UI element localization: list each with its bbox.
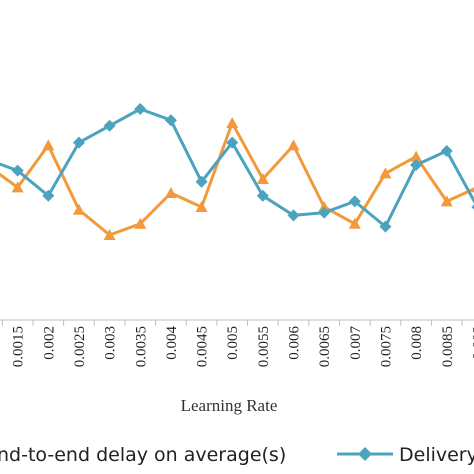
data-point-triangle bbox=[103, 229, 116, 240]
data-point-triangle bbox=[318, 201, 331, 212]
data-point-triangle bbox=[471, 187, 474, 193]
data-point-diamond bbox=[318, 206, 331, 219]
data-point-triangle bbox=[195, 201, 208, 212]
data-point-diamond bbox=[348, 195, 361, 208]
x-tick-label: 0.008 bbox=[409, 326, 425, 360]
x-tick-label: 0.0045 bbox=[195, 326, 211, 367]
data-point-diamond bbox=[11, 164, 24, 177]
x-tick-label: 0.009 bbox=[470, 326, 474, 360]
data-point-triangle bbox=[164, 187, 177, 198]
data-point-diamond bbox=[379, 220, 392, 233]
legend-label-delay: nd-to-end delay on average(s) bbox=[0, 444, 286, 466]
series-line bbox=[0, 107, 474, 229]
data-point-triangle bbox=[348, 217, 361, 229]
legend: nd-to-end delay on average(s) Delivery bbox=[0, 444, 474, 466]
x-tick-label: 0.0075 bbox=[378, 326, 394, 367]
legend-swatch-diamond bbox=[358, 447, 372, 461]
data-point-triangle bbox=[11, 181, 24, 193]
series-line bbox=[0, 121, 474, 237]
data-point-diamond bbox=[164, 114, 177, 127]
data-point-diamond bbox=[287, 209, 300, 222]
x-tick-label: 0.0065 bbox=[317, 326, 333, 367]
data-point-diamond bbox=[42, 189, 55, 202]
data-point-triangle bbox=[42, 139, 55, 151]
data-point-diamond bbox=[256, 189, 269, 202]
legend-label-delivery: Delivery bbox=[399, 444, 474, 466]
x-tick-labels: 0.0015 0.002 0.0025 0.003 0.0035 0.004 0.0045 0… bbox=[11, 326, 474, 368]
data-point-diamond bbox=[471, 204, 474, 210]
x-tick-label: 0.005 bbox=[225, 326, 241, 360]
x-axis-title: Learning Rate bbox=[181, 396, 278, 415]
data-point-triangle bbox=[226, 117, 239, 128]
data-point-triangle bbox=[256, 173, 269, 184]
x-tick-label: 0.0085 bbox=[440, 326, 456, 367]
series-delay bbox=[0, 117, 474, 240]
data-point-triangle bbox=[410, 150, 423, 162]
data-point-triangle bbox=[440, 195, 453, 207]
x-tick-label: 0.0015 bbox=[11, 326, 27, 367]
data-point-triangle bbox=[287, 139, 300, 151]
x-tick-label: 0.0025 bbox=[72, 326, 88, 367]
x-tick-label: 0.006 bbox=[287, 326, 303, 360]
x-tick-marks bbox=[1, 320, 463, 326]
data-point-triangle bbox=[134, 217, 147, 229]
series-layer bbox=[0, 103, 474, 240]
data-point-triangle bbox=[379, 167, 392, 179]
data-point-diamond bbox=[195, 175, 208, 188]
x-tick-label: 0.004 bbox=[164, 326, 180, 360]
x-tick-label: 0.002 bbox=[41, 326, 57, 360]
data-point-diamond bbox=[440, 145, 453, 157]
x-tick-label: 0.007 bbox=[348, 326, 364, 360]
data-point-diamond bbox=[103, 119, 116, 132]
data-point-diamond bbox=[134, 103, 147, 115]
data-point-diamond bbox=[72, 136, 85, 149]
data-point-diamond bbox=[226, 136, 239, 149]
data-point-diamond bbox=[410, 159, 423, 171]
data-point-triangle bbox=[72, 203, 85, 215]
x-tick-label: 0.0055 bbox=[256, 326, 272, 367]
series-delivery-rate bbox=[0, 103, 474, 233]
x-tick-label: 0.003 bbox=[103, 326, 119, 360]
x-tick-label: 0.0035 bbox=[133, 326, 149, 367]
